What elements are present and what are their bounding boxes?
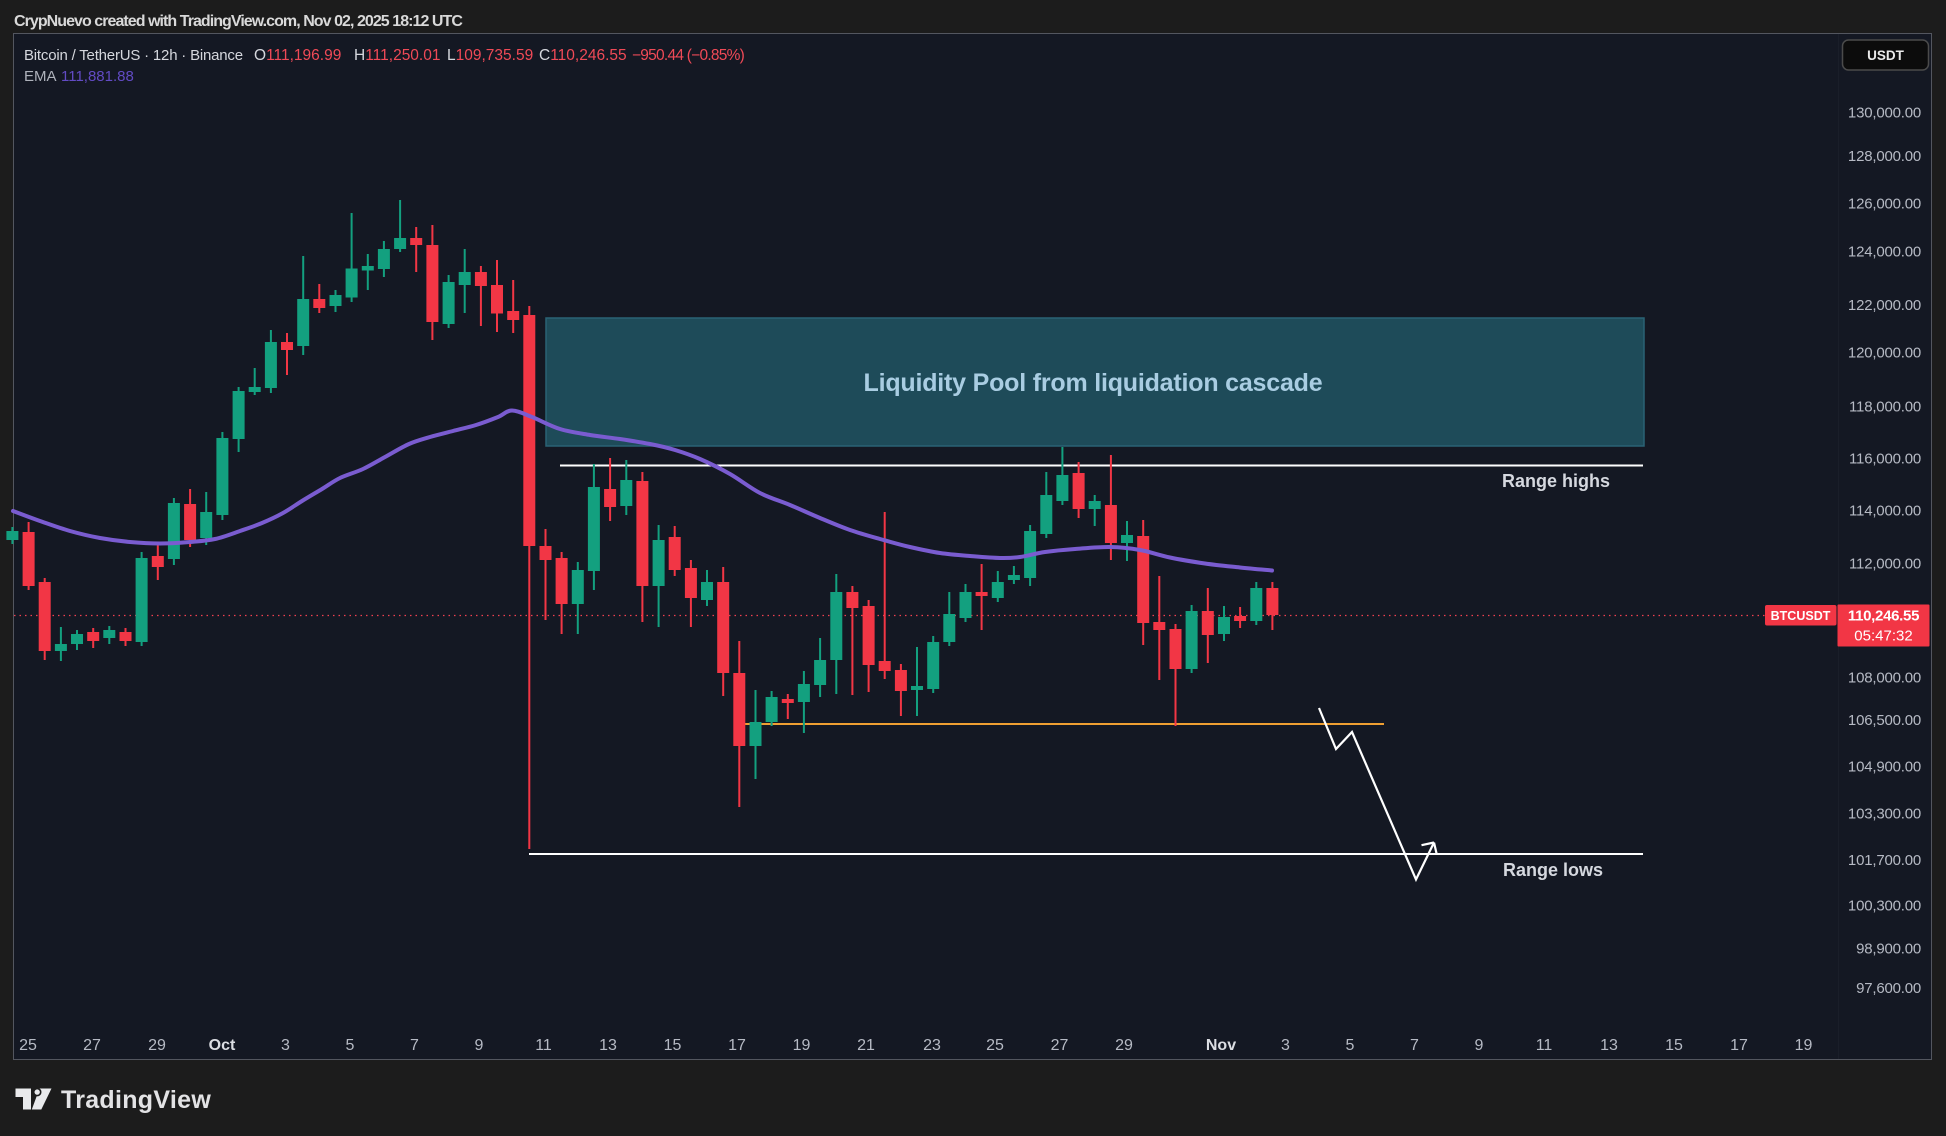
svg-text:29: 29 xyxy=(148,1037,166,1054)
svg-text:101,700.00: 101,700.00 xyxy=(1848,852,1921,869)
svg-text:98,900.00: 98,900.00 xyxy=(1856,941,1921,958)
svg-text:13: 13 xyxy=(599,1037,617,1054)
svg-text:3: 3 xyxy=(1281,1037,1290,1054)
svg-text:05:47:32: 05:47:32 xyxy=(1854,628,1912,645)
svg-text:111,881.88: 111,881.88 xyxy=(61,68,134,85)
svg-text:114,000.00: 114,000.00 xyxy=(1849,503,1921,520)
svg-text:112,000.00: 112,000.00 xyxy=(1849,556,1921,573)
svg-text:17: 17 xyxy=(1730,1037,1748,1054)
svg-text:120,000.00: 120,000.00 xyxy=(1848,345,1921,362)
svg-text:27: 27 xyxy=(83,1037,101,1054)
svg-text:9: 9 xyxy=(1475,1037,1484,1054)
svg-text:L109,735.59: L109,735.59 xyxy=(447,47,533,64)
svg-text:122,000.00: 122,000.00 xyxy=(1848,297,1921,314)
svg-text:EMA: EMA xyxy=(24,68,57,85)
svg-text:15: 15 xyxy=(1665,1037,1683,1054)
svg-text:106,500.00: 106,500.00 xyxy=(1848,712,1921,729)
svg-text:21: 21 xyxy=(857,1037,875,1054)
svg-text:USDT: USDT xyxy=(1867,48,1905,63)
svg-text:29: 29 xyxy=(1115,1037,1133,1054)
svg-text:C110,246.55: C110,246.55 xyxy=(539,47,627,64)
svg-text:19: 19 xyxy=(1795,1037,1813,1054)
svg-text:128,000.00: 128,000.00 xyxy=(1848,148,1921,165)
svg-text:19: 19 xyxy=(793,1037,811,1054)
svg-text:TradingView: TradingView xyxy=(61,1086,211,1114)
svg-text:BTCUSDT: BTCUSDT xyxy=(1771,609,1831,623)
svg-text:108,000.00: 108,000.00 xyxy=(1848,670,1921,687)
svg-text:103,300.00: 103,300.00 xyxy=(1848,806,1921,823)
svg-text:11: 11 xyxy=(1536,1037,1553,1054)
svg-text:130,000.00: 130,000.00 xyxy=(1848,105,1921,122)
svg-text:7: 7 xyxy=(1410,1037,1419,1054)
svg-text:O111,196.99: O111,196.99 xyxy=(254,47,341,64)
svg-text:−950.44 (−0.85%): −950.44 (−0.85%) xyxy=(632,47,745,64)
svg-text:23: 23 xyxy=(923,1037,941,1054)
svg-text:25: 25 xyxy=(19,1037,37,1054)
svg-text:5: 5 xyxy=(1346,1037,1355,1054)
svg-text:Liquidity Pool from liquidatio: Liquidity Pool from liquidation cascade xyxy=(864,369,1323,397)
svg-text:5: 5 xyxy=(346,1037,355,1054)
svg-text:110,246.55: 110,246.55 xyxy=(1848,608,1919,625)
svg-text:126,000.00: 126,000.00 xyxy=(1848,196,1921,213)
svg-text:17: 17 xyxy=(728,1037,746,1054)
svg-text:Oct: Oct xyxy=(209,1037,236,1054)
svg-text:104,900.00: 104,900.00 xyxy=(1848,759,1921,776)
svg-text:Range lows: Range lows xyxy=(1503,860,1603,880)
svg-text:100,300.00: 100,300.00 xyxy=(1848,898,1921,915)
svg-text:CrypNuevo created with Trading: CrypNuevo created with TradingView.com, … xyxy=(14,13,463,30)
svg-text:7: 7 xyxy=(410,1037,419,1054)
svg-text:Range highs: Range highs xyxy=(1502,471,1610,491)
svg-text:9: 9 xyxy=(475,1037,484,1054)
svg-text:124,000.00: 124,000.00 xyxy=(1848,244,1921,261)
svg-text:25: 25 xyxy=(986,1037,1004,1054)
svg-text:15: 15 xyxy=(664,1037,682,1054)
svg-text:118,000.00: 118,000.00 xyxy=(1849,399,1921,416)
svg-text:3: 3 xyxy=(281,1037,290,1054)
svg-text:Nov: Nov xyxy=(1206,1037,1236,1054)
svg-text:11: 11 xyxy=(535,1037,552,1054)
svg-text:116,000.00: 116,000.00 xyxy=(1849,451,1921,468)
svg-text:97,600.00: 97,600.00 xyxy=(1856,980,1921,997)
svg-text:H111,250.01: H111,250.01 xyxy=(354,47,440,64)
svg-text:13: 13 xyxy=(1600,1037,1618,1054)
svg-text:27: 27 xyxy=(1051,1037,1069,1054)
svg-text:Bitcoin / TetherUS · 12h · Bin: Bitcoin / TetherUS · 12h · Binance xyxy=(24,47,243,64)
